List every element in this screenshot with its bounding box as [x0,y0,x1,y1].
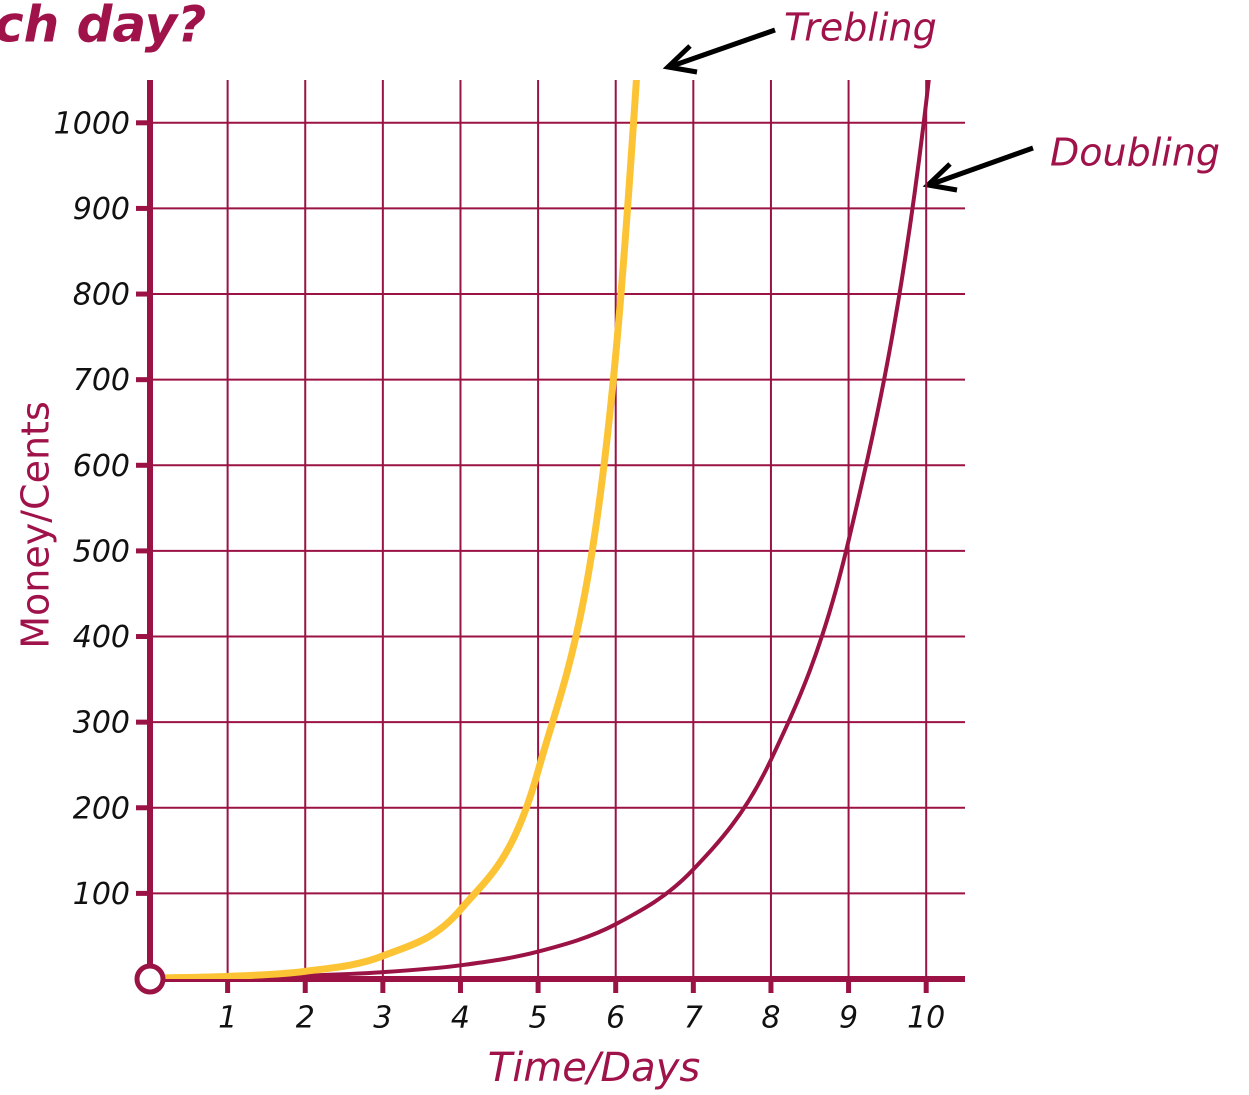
x-tick-label: 7 [684,1001,703,1036]
x-tick-label: 3 [373,1001,392,1036]
origin-marker [134,963,166,995]
arrow [671,27,776,69]
y-tick-label: 700 [73,363,130,398]
y-tick-label: 600 [73,449,130,484]
x-tick-label: 1 [218,1001,237,1036]
y-axis-label: Money/Cents [14,401,58,648]
x-tick-label: 5 [529,1001,548,1036]
x-tick-label: 2 [296,1001,315,1036]
y-tick-label: 800 [73,278,130,313]
plot-area [150,80,931,979]
x-tick-label: 4 [451,1001,470,1036]
y-tick-label: 900 [73,192,130,227]
x-axis-label: Time/Days [488,1045,700,1091]
y-tick-label: 100 [73,877,130,912]
x-tick-label: 8 [761,1001,780,1036]
chart-title: ch day? [0,0,206,54]
y-tick-label: 500 [73,534,130,569]
annotation: Trebling [784,6,937,50]
x-tick-label: 9 [839,1001,858,1036]
arrow-head [922,162,958,193]
arrow [931,145,1034,187]
arrow-head [662,44,698,75]
y-tick-label: 1000 [54,106,130,141]
series-line [150,80,931,979]
annotation: Doubling [1050,131,1220,175]
y-tick-label: 200 [73,791,130,826]
x-tick-label: 10 [907,1001,945,1036]
y-tick-label: 400 [73,620,130,655]
x-tick-label: 6 [606,1001,625,1036]
series-line [150,80,640,979]
y-tick-label: 300 [73,706,130,741]
